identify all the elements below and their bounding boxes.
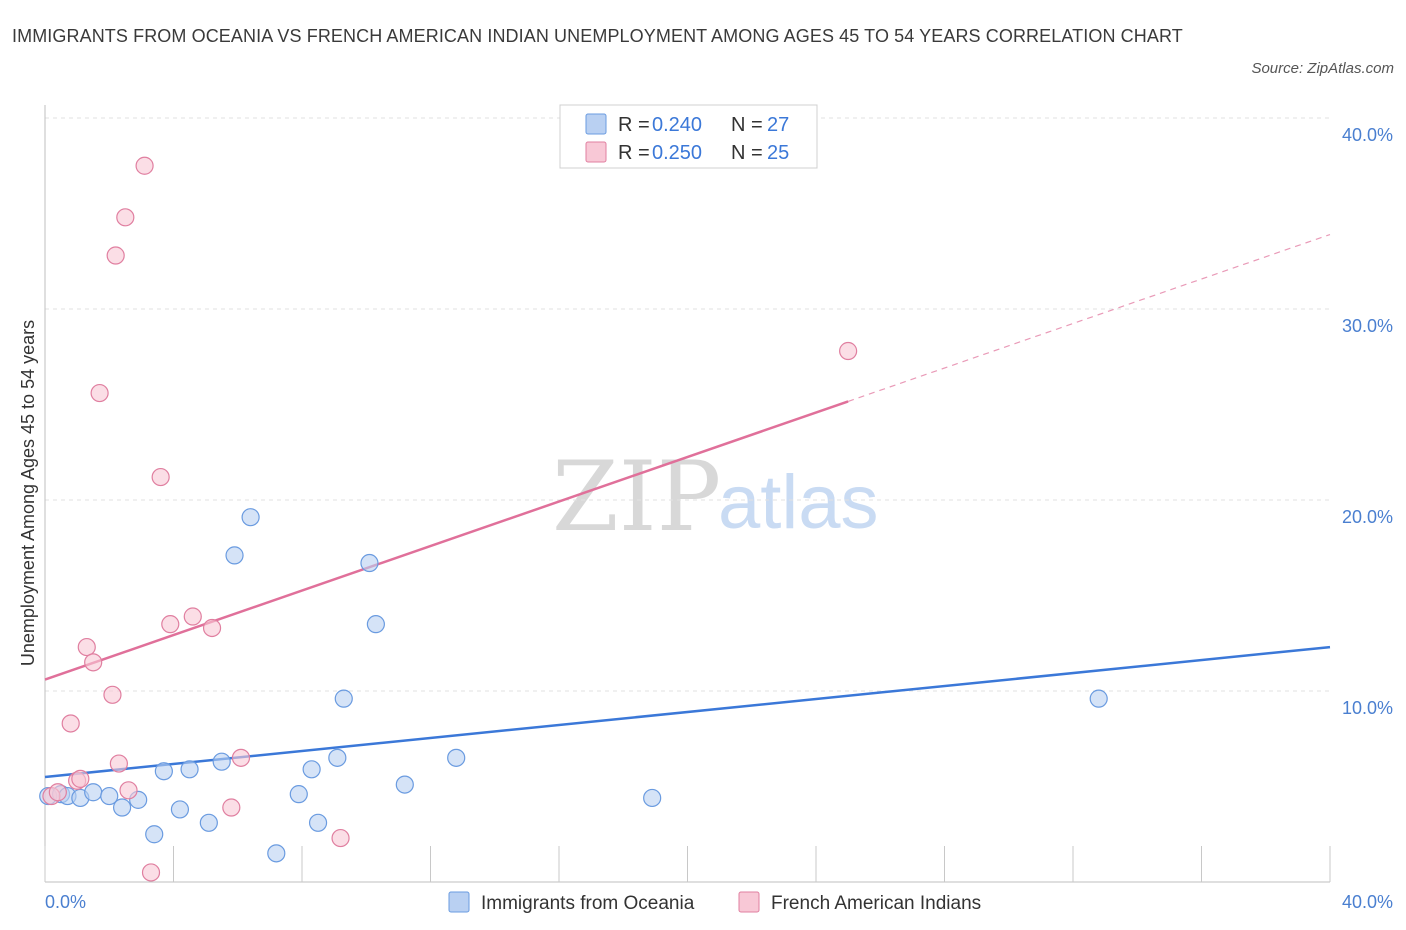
point-french-american-indians-14 [141,863,161,882]
point-french-american-indians-7 [90,383,109,403]
point-french-american-indians-4 [71,769,90,788]
point-oceania-21 [334,689,353,708]
point-french-american-indians-20 [231,748,251,767]
legend-n-label-2: N = [731,142,763,164]
bottom-legend-label-oceania: Immigrants from Oceania [481,893,695,914]
point-french-american-indians-6 [84,653,103,672]
y-tick-labels: 10.0% 20.0% 30.0% 40.0% [1342,125,1393,718]
axes [44,105,1331,883]
x-tick-label-1: 40.0% [1342,892,1393,912]
trend-line-dashed-1 [847,233,1331,402]
legend-box: R = 0.240 N = 27 R = 0.250 N = 25 [559,104,818,169]
legend-swatch-french-american-indians [585,141,607,163]
y-tick-label-1: 20.0% [1342,507,1393,527]
point-oceania-17 [289,785,308,804]
point-oceania-10 [170,800,190,819]
x-tick-labels: 0.0% 40.0% [45,892,1393,912]
point-oceania-27 [1089,689,1108,708]
bottom-legend-swatch-oceania [448,891,470,913]
legend-swatch-oceania [585,113,607,135]
legend-r-value-2: 0.250 [652,142,702,164]
point-french-american-indians-21 [331,828,350,848]
y-axis-label: Unemployment Among Ages 45 to 54 years [18,320,38,666]
point-oceania-4 [84,783,103,802]
chart-title: IMMIGRANTS FROM OCEANIA VS FRENCH AMERIC… [12,26,1183,46]
point-oceania-24 [395,775,414,794]
y-tick-label-3: 40.0% [1342,125,1393,145]
legend-n-value-2: 25 [767,142,789,164]
point-oceania-12 [199,813,218,832]
point-oceania-14 [225,546,244,565]
legend-r-value-1: 0.240 [652,114,702,136]
data-points [39,156,1108,882]
x-tick-label-0: 0.0% [45,892,86,912]
legend-n-value-1: 27 [767,114,789,136]
trend-line-1 [44,400,849,681]
point-oceania-5 [100,786,119,806]
point-oceania-11 [180,760,199,779]
legend-r-label-1: R = [618,114,650,136]
point-french-american-indians-2 [61,714,80,733]
y-tick-label-2: 30.0% [1342,316,1393,336]
point-oceania-22 [360,553,379,573]
point-french-american-indians-1 [48,783,67,802]
watermark-atlas: atlas [718,460,879,545]
point-french-american-indians-19 [222,798,241,817]
legend-r-label-2: R = [618,142,650,164]
bottom-legend-label-french-american-indians: French American Indians [771,893,981,914]
bottom-legend: Immigrants from Oceania French American … [448,891,981,914]
point-oceania-8 [145,825,164,844]
point-oceania-13 [212,752,231,771]
point-oceania-15 [241,508,260,527]
point-french-american-indians-10 [109,754,128,773]
point-french-american-indians-16 [161,615,180,634]
watermark-zip: ZIP [552,441,721,553]
point-french-american-indians-18 [202,618,222,638]
trend-lines [44,233,1331,779]
point-oceania-20 [328,748,347,767]
trend-line-0 [44,645,1331,779]
point-french-american-indians-9 [106,246,125,265]
point-french-american-indians-17 [183,607,202,626]
chart-source: Source: ZipAtlas.com [1251,60,1394,77]
point-french-american-indians-12 [119,781,138,800]
point-oceania-6 [112,798,132,817]
bottom-legend-swatch-french-american-indians [738,891,760,913]
point-oceania-9 [154,762,173,781]
point-french-american-indians-13 [135,156,154,175]
point-french-american-indians-5 [77,637,96,657]
point-oceania-19 [308,813,328,832]
point-oceania-16 [267,844,286,863]
point-french-american-indians-15 [151,467,170,487]
point-french-american-indians-11 [116,208,135,227]
point-oceania-25 [447,748,466,767]
point-french-american-indians-8 [103,685,122,704]
point-oceania-18 [302,760,321,779]
legend-n-label-1: N = [731,114,763,136]
gridlines [45,117,1330,692]
point-oceania-26 [643,788,662,808]
watermark: ZIP atlas [552,441,879,553]
y-tick-label-0: 10.0% [1342,698,1393,718]
point-oceania-23 [366,615,385,634]
point-french-american-indians-22 [839,341,858,361]
